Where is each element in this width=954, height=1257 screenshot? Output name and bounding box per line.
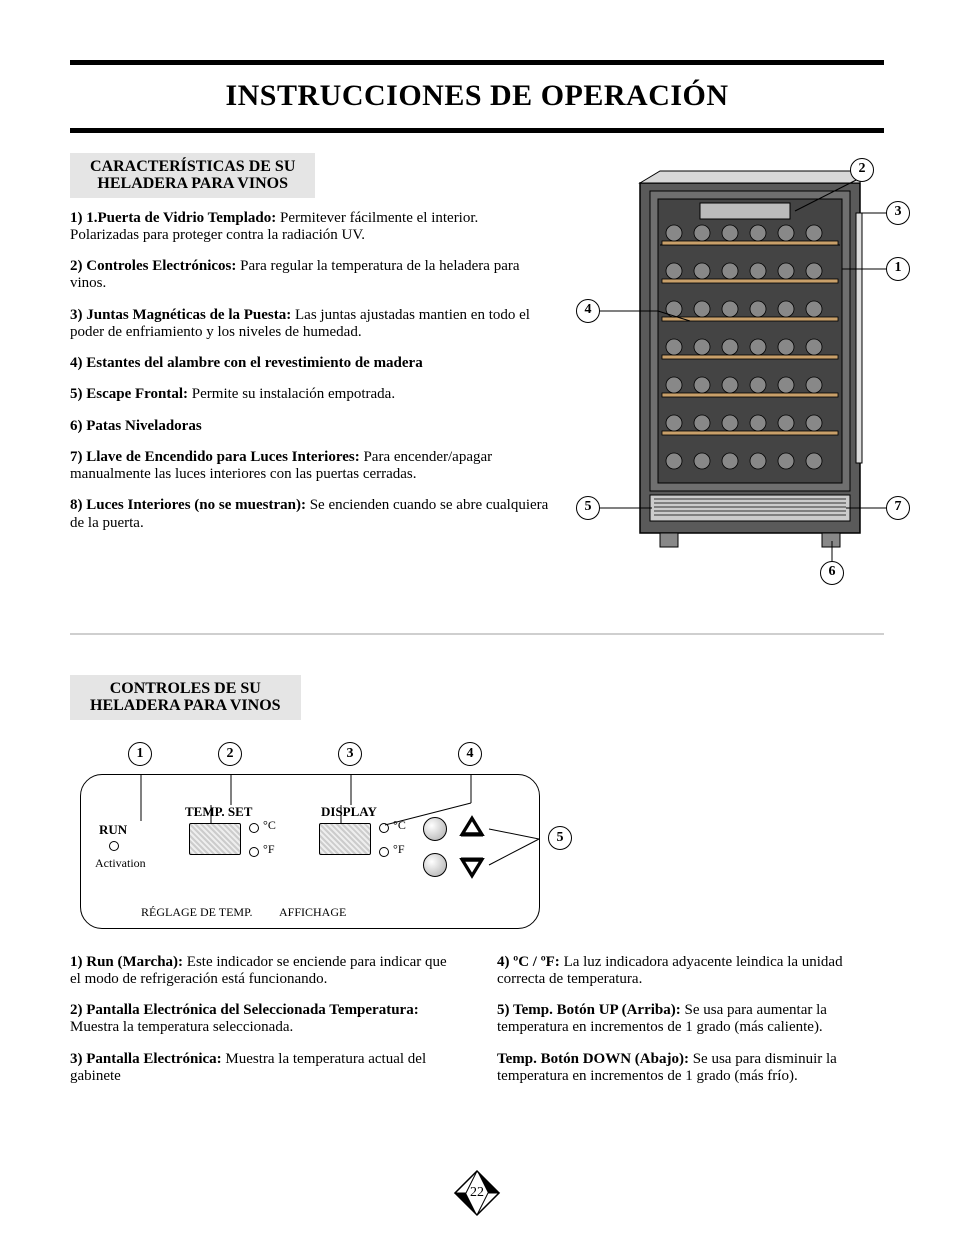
cp-led-f1 [249,847,259,857]
page-title: INSTRUCCIONES DE OPERACIÓN [50,79,904,114]
controls-text-left: 1) Run (Marcha): Este indicador se encie… [70,954,457,1100]
feature-item: 6) Patas Niveladoras [70,418,550,435]
feature-item: 2) Controles Electrónicos: Para regular … [70,258,550,293]
cp-degree-f1: °F [263,843,275,857]
diagram-callout-6: 6 [820,561,844,585]
control-label: 4) ºC / ºF: [497,954,560,970]
control-item: 2) Pantalla Electrónica del Seleccionada… [70,1002,457,1037]
controls-heading-line2: HELADERA PARA VINOS [90,697,281,714]
cp-display-current [319,823,371,855]
cp-label-display: DISPLAY [321,805,377,820]
diagram-callout-4: 4 [576,299,600,323]
page-number-text: 22 [470,1185,484,1201]
cp-label-reglage: RÉGLAGE DE TEMP. [141,906,252,920]
control-item: 3) Pantalla Electrónica: Muestra la temp… [70,1051,457,1086]
cp-degree-c1: °C [263,819,276,833]
control-label: Temp. Botón DOWN (Abajo): [497,1051,689,1067]
cp-display-tempset [189,823,241,855]
features-section: CARACTERÍSTICAS DE SU HELADERA PARA VINO… [50,153,904,583]
diagram-callout-3: 3 [886,201,910,225]
cp-label-activation: Activation [95,857,146,871]
features-text-column: CARACTERÍSTICAS DE SU HELADERA PARA VINO… [50,153,550,583]
feature-label: 2) Controles Electrónicos: [70,258,236,274]
cp-label-tempset: TEMP. SET [185,805,252,820]
feature-item: 1) 1.Puerta de Vidrio Templado: Permitev… [70,210,550,245]
diagram-callout-7: 7 [886,496,910,520]
controls-text-columns: 1) Run (Marcha): Este indicador se encie… [70,954,884,1100]
feature-label: 8) Luces Interiores (no se muestran): [70,497,306,513]
rule-bottom [70,128,884,133]
control-item: 1) Run (Marcha): Este indicador se encie… [70,954,457,989]
features-heading: CARACTERÍSTICAS DE SU HELADERA PARA VINO… [70,153,315,198]
feature-item: 4) Estantes del alambre con el revestimi… [70,355,550,372]
control-label: 1) Run (Marcha): [70,954,183,970]
controls-text-right: 4) ºC / ºF: La luz indicadora adyacente … [497,954,884,1100]
cp-degree-c2: °C [393,819,406,833]
features-heading-line2: HELADERA PARA VINOS [97,175,288,192]
control-item: 4) ºC / ºF: La luz indicadora adyacente … [497,954,884,989]
arrow-up-icon [457,813,487,843]
feature-item: 8) Luces Interiores (no se muestran): Se… [70,497,550,532]
cp-callout-2: 2 [218,742,242,766]
cp-led-f2 [379,847,389,857]
cp-callout-5: 5 [548,826,572,850]
features-heading-line1: CARACTERÍSTICAS DE SU [90,158,295,175]
cp-button-up [423,817,447,841]
arrow-down-icon [457,851,487,881]
diagram-callout-2: 2 [850,158,874,182]
cp-callout-1: 1 [128,742,152,766]
controls-section: CONTROLES DE SU HELADERA PARA VINOS 1 2 … [50,675,904,1100]
cp-led-c2 [379,823,389,833]
section-divider [70,633,884,635]
cp-label-run: RUN [99,823,127,838]
control-item: Temp. Botón DOWN (Abajo): Se usa para di… [497,1051,884,1086]
feature-item: 3) Juntas Magnéticas de la Puesta: Las j… [70,307,550,342]
control-label: 5) Temp. Botón UP (Arriba): [497,1002,681,1018]
cp-label-affichage: AFFICHAGE [279,906,346,920]
control-label: 3) Pantalla Electrónica: [70,1051,222,1067]
wine-cooler-diagram: 2 3 1 4 5 7 6 [570,153,904,583]
feature-item: 7) Llave de Encendido para Luces Interio… [70,449,550,484]
cp-led-run [109,841,119,851]
rule-top [70,60,884,65]
feature-label: 6) Patas Niveladoras [70,418,202,434]
cp-callout-4: 4 [458,742,482,766]
cp-callout-3: 3 [338,742,362,766]
diagram-callout-1: 1 [886,257,910,281]
controls-heading: CONTROLES DE SU HELADERA PARA VINOS [70,675,301,720]
page-number: 22 [50,1169,904,1217]
feature-label: 4) Estantes del alambre con el revestimi… [70,355,423,371]
feature-text: Permite su instalación empotrada. [188,386,395,402]
feature-label: 5) Escape Frontal: [70,386,188,402]
feature-item: 5) Escape Frontal: Permite su instalació… [70,386,550,403]
wine-cooler-icon [570,153,910,583]
diagram-callout-5: 5 [576,496,600,520]
feature-label: 7) Llave de Encendido para Luces Interio… [70,449,360,465]
control-text: Muestra la temperatura seleccionada. [70,1019,293,1035]
feature-label: 3) Juntas Magnéticas de la Puesta: [70,307,291,323]
control-item: 5) Temp. Botón UP (Arriba): Se usa para … [497,1002,884,1037]
controls-heading-line1: CONTROLES DE SU [110,680,261,697]
cp-led-c1 [249,823,259,833]
feature-label: 1) 1.Puerta de Vidrio Templado: [70,210,276,226]
cp-degree-f2: °F [393,843,405,857]
control-panel-diagram: 1 2 3 4 5 RUN Activation TEMP. SET °C °F… [70,744,884,934]
control-label: 2) Pantalla Electrónica del Seleccionada… [70,1002,419,1018]
cp-button-down [423,853,447,877]
